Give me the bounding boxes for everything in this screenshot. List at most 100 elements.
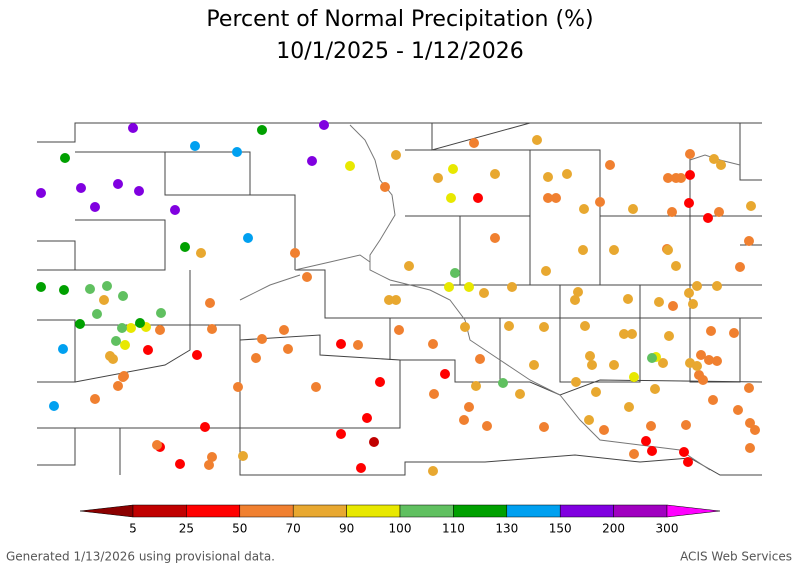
station-dot: [428, 466, 438, 476]
station-dot: [504, 321, 514, 331]
footer-right: ACIS Web Services: [680, 550, 792, 564]
station-dot: [573, 287, 583, 297]
station-dot: [744, 236, 754, 246]
station-dot: [394, 325, 404, 335]
station-dot: [654, 297, 664, 307]
station-dot: [650, 384, 660, 394]
station-dot: [336, 339, 346, 349]
legend-tick-label: 25: [179, 522, 194, 536]
station-dot: [585, 351, 595, 361]
station-dot: [543, 193, 553, 203]
station-dot: [624, 402, 634, 412]
station-dot: [676, 173, 686, 183]
legend-swatch: [292, 504, 347, 518]
station-dot: [302, 272, 312, 282]
station-dot: [429, 389, 439, 399]
legend-swatch: [239, 504, 294, 518]
station-dot: [450, 268, 460, 278]
station-dot: [85, 284, 95, 294]
station-dot: [490, 169, 500, 179]
legend-tick-label: 50: [232, 522, 247, 536]
station-dot: [108, 354, 118, 364]
station-dot: [703, 213, 713, 223]
station-dot: [671, 261, 681, 271]
station-dot: [578, 245, 588, 255]
station-dot: [746, 201, 756, 211]
station-dot: [599, 425, 609, 435]
station-dot: [353, 340, 363, 350]
station-dot: [709, 154, 719, 164]
station-dot: [380, 182, 390, 192]
station-dot: [532, 135, 542, 145]
station-dot: [336, 429, 346, 439]
station-dot: [647, 446, 657, 456]
station-dot: [459, 415, 469, 425]
station-dot: [143, 345, 153, 355]
station-dot: [609, 245, 619, 255]
legend-tick-label: 90: [339, 522, 354, 536]
station-dot: [200, 422, 210, 432]
legend-tick-label: 70: [286, 522, 301, 536]
station-dot: [175, 459, 185, 469]
station-dot: [667, 207, 677, 217]
station-dot: [152, 440, 162, 450]
station-dot: [155, 325, 165, 335]
station-dot: [708, 395, 718, 405]
station-dot: [696, 350, 706, 360]
station-dot: [609, 360, 619, 370]
station-dot: [205, 298, 215, 308]
legend-tick-label: 100: [389, 522, 412, 536]
station-dot: [744, 383, 754, 393]
station-dot: [498, 378, 508, 388]
station-dot: [99, 295, 109, 305]
station-dot: [356, 463, 366, 473]
station-dot: [36, 188, 46, 198]
station-dot: [591, 387, 601, 397]
station-dots: [36, 120, 760, 476]
station-dot: [117, 323, 127, 333]
station-dot: [692, 361, 702, 371]
legend-tick-label: 110: [442, 522, 465, 536]
station-dot: [391, 150, 401, 160]
station-dot: [311, 382, 321, 392]
station-dot: [118, 291, 128, 301]
station-dot: [196, 248, 206, 258]
station-dot: [362, 413, 372, 423]
station-dot: [664, 331, 674, 341]
station-dot: [529, 360, 539, 370]
station-dot: [283, 344, 293, 354]
station-dot: [714, 207, 724, 217]
station-dot: [76, 183, 86, 193]
station-dot: [170, 205, 180, 215]
legend-arrow-high: [666, 504, 721, 518]
station-dot: [319, 120, 329, 130]
station-dot: [663, 173, 673, 183]
station-dot: [595, 197, 605, 207]
footer-left: Generated 1/13/2026 using provisional da…: [6, 550, 275, 564]
station-dot: [90, 394, 100, 404]
station-dot: [460, 322, 470, 332]
station-dot: [290, 248, 300, 258]
station-dot: [111, 336, 121, 346]
station-dot: [628, 204, 638, 214]
station-dot: [113, 381, 123, 391]
legend-tick-label: 5: [129, 522, 137, 536]
station-dot: [207, 324, 217, 334]
station-dot: [473, 193, 483, 203]
station-dot: [391, 295, 401, 305]
station-dot: [679, 447, 689, 457]
station-dot: [375, 377, 385, 387]
station-dot: [482, 421, 492, 431]
station-dot: [685, 149, 695, 159]
station-dot: [692, 281, 702, 291]
station-dot: [745, 443, 755, 453]
station-dot: [684, 198, 694, 208]
station-dot: [448, 164, 458, 174]
station-dot: [750, 425, 760, 435]
station-dot: [570, 295, 580, 305]
station-dot: [384, 295, 394, 305]
legend-swatch: [186, 504, 241, 518]
station-dot: [113, 179, 123, 189]
station-dot: [539, 322, 549, 332]
